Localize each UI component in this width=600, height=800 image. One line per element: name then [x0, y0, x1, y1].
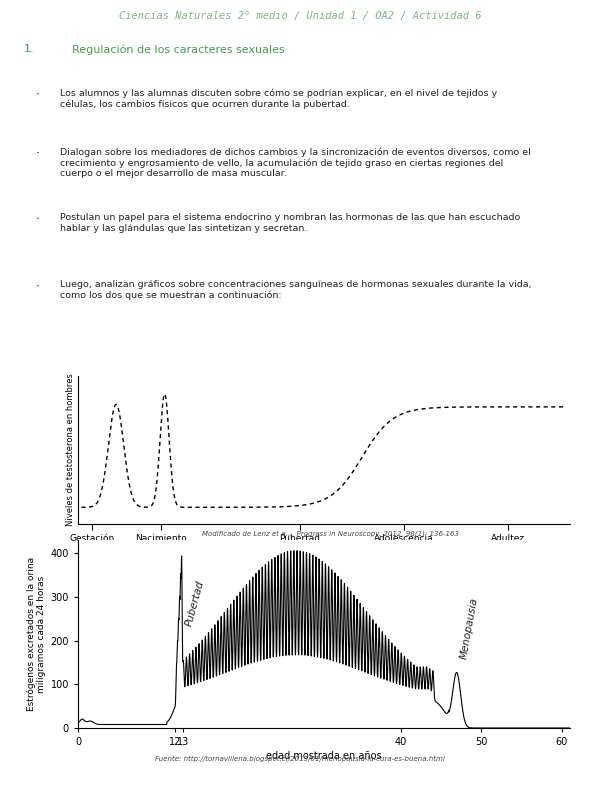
Text: Menopausia: Menopausia [459, 597, 479, 660]
Y-axis label: Estrógenos excretados en la orina
miligramos cada 24 horas: Estrógenos excretados en la orina miligr… [26, 557, 46, 711]
Text: Los alumnos y las alumnas discuten sobre cómo se podrían explicar, en el nivel d: Los alumnos y las alumnas discuten sobre… [60, 88, 497, 109]
Text: 1.: 1. [24, 44, 35, 54]
Text: ·: · [36, 147, 40, 160]
Text: ·: · [36, 280, 40, 293]
Text: Fuente: http://tornavillena.blogspot.cl/2013/01/menopausia-la-cura-es-buena.html: Fuente: http://tornavillena.blogspot.cl/… [155, 756, 445, 762]
Text: ·: · [36, 88, 40, 102]
Text: Regulación de los caracteres sexuales: Regulación de los caracteres sexuales [72, 44, 285, 54]
Text: Pubertad: Pubertad [184, 579, 206, 627]
Text: Postulan un papel para el sistema endocrino y nombran las hormonas de las que ha: Postulan un papel para el sistema endocr… [60, 214, 520, 233]
Y-axis label: Niveles de testosterona en hombres: Niveles de testosterona en hombres [66, 374, 75, 526]
Text: Luego, analizan gráficos sobre concentraciones sanguíneas de hormonas sexuales d: Luego, analizan gráficos sobre concentra… [60, 280, 532, 300]
Text: Ciencias Naturales 2° medio / Unidad 1 / OA2 / Actividad 6: Ciencias Naturales 2° medio / Unidad 1 /… [119, 11, 481, 21]
Text: ·: · [36, 214, 40, 226]
Text: Dialogan sobre los mediadores de dichos cambios y la sincronización de eventos d: Dialogan sobre los mediadores de dichos … [60, 147, 531, 178]
Text: Modificado de Lenz et a..., Progress in Neuroscopy. 2012, 98(1): 136-163: Modificado de Lenz et a..., Progress in … [202, 530, 458, 537]
X-axis label: edad mostrada en años: edad mostrada en años [266, 751, 382, 761]
